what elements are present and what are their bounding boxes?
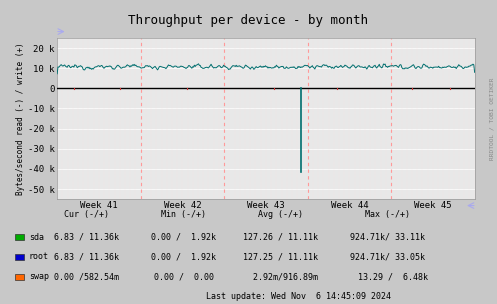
Text: 0.00 /582.54m: 0.00 /582.54m [55, 272, 119, 281]
Text: 2.92m/916.89m: 2.92m/916.89m [244, 272, 318, 281]
Y-axis label: Bytes/second read (-) / write (+): Bytes/second read (-) / write (+) [16, 42, 25, 195]
Text: 6.83 / 11.36k: 6.83 / 11.36k [55, 252, 119, 261]
Text: 127.25 / 11.11k: 127.25 / 11.11k [244, 252, 318, 261]
Text: Last update: Wed Nov  6 14:45:09 2024: Last update: Wed Nov 6 14:45:09 2024 [206, 292, 391, 301]
Text: 924.71k/ 33.05k: 924.71k/ 33.05k [350, 252, 425, 261]
Text: root: root [29, 252, 49, 261]
Text: 0.00 /  0.00: 0.00 / 0.00 [154, 272, 214, 281]
Text: sda: sda [29, 233, 44, 242]
Text: Max (-/+): Max (-/+) [365, 210, 410, 219]
Text: 924.71k/ 33.11k: 924.71k/ 33.11k [350, 233, 425, 242]
Text: Throughput per device - by month: Throughput per device - by month [129, 14, 368, 27]
Text: 0.00 /  1.92k: 0.00 / 1.92k [152, 252, 216, 261]
Text: 0.00 /  1.92k: 0.00 / 1.92k [152, 233, 216, 242]
Text: 13.29 /  6.48k: 13.29 / 6.48k [348, 272, 427, 281]
Text: 127.26 / 11.11k: 127.26 / 11.11k [244, 233, 318, 242]
Text: Avg (-/+): Avg (-/+) [258, 210, 303, 219]
Text: Min (-/+): Min (-/+) [162, 210, 206, 219]
Text: RRDTOOL / TOBI OETIKER: RRDTOOL / TOBI OETIKER [490, 77, 495, 160]
Text: Cur (-/+): Cur (-/+) [65, 210, 109, 219]
Text: swap: swap [29, 272, 49, 281]
Text: 6.83 / 11.36k: 6.83 / 11.36k [55, 233, 119, 242]
